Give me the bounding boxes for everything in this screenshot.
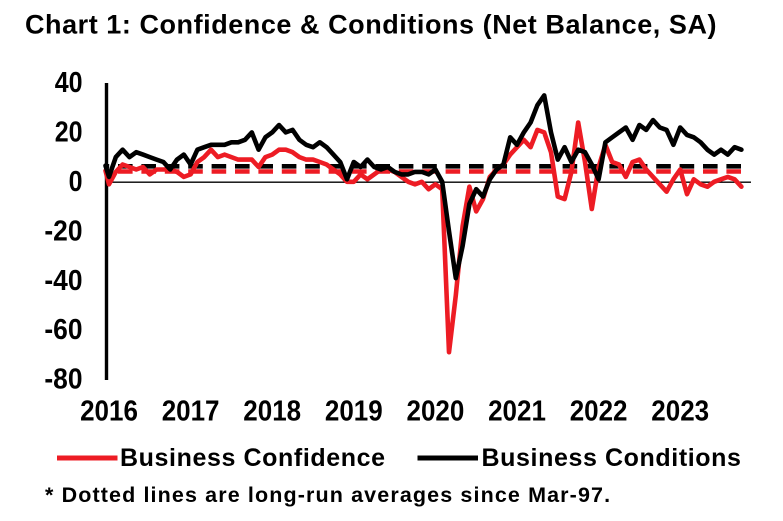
svg-text:2017: 2017 [162,396,220,428]
svg-text:-60: -60 [44,314,82,346]
svg-text:2018: 2018 [243,396,301,428]
svg-text:20: 20 [55,117,83,149]
svg-text:40: 40 [55,67,83,99]
svg-text:0: 0 [69,166,83,198]
svg-text:2016: 2016 [80,396,138,428]
svg-text:Chart 1: Confidence & Conditio: Chart 1: Confidence & Conditions (Net Ba… [25,10,717,40]
svg-text:2019: 2019 [325,396,383,428]
svg-text:-20: -20 [44,215,82,247]
svg-text:* Dotted lines are long-run av: * Dotted lines are long-run averages sin… [45,483,611,507]
svg-text:Business Confidence: Business Confidence [120,444,386,472]
svg-text:2022: 2022 [570,396,628,428]
svg-text:2023: 2023 [651,396,709,428]
svg-text:-80: -80 [44,364,82,396]
svg-text:-40: -40 [44,265,82,297]
svg-text:Business Conditions: Business Conditions [482,444,742,472]
svg-text:2021: 2021 [488,396,546,428]
svg-text:2020: 2020 [407,396,465,428]
